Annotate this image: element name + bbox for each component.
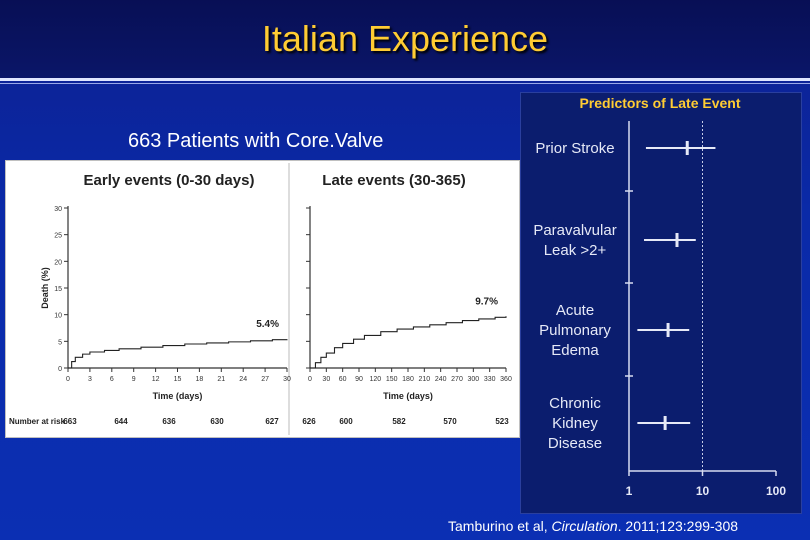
km-x-label: Time (days) (153, 391, 203, 401)
km-risk-value: 644 (114, 417, 128, 426)
forest-row-label: Kidney (552, 415, 598, 432)
km-risk-value: 600 (339, 417, 353, 426)
km-x-tick-label: 24 (239, 376, 247, 383)
forest-row-label: Edema (551, 342, 599, 359)
km-annotation: 9.7% (475, 296, 498, 307)
km-x-tick-label: 0 (66, 376, 70, 383)
forest-row-label: Paravalvular (533, 222, 616, 239)
km-risk-value: 523 (495, 417, 509, 426)
km-y-tick-label: 30 (54, 206, 62, 213)
km-x-tick-label: 120 (369, 376, 381, 383)
km-x-tick-label: 0 (308, 376, 312, 383)
km-y-tick-label: 5 (58, 339, 62, 346)
km-x-tick-label: 30 (322, 376, 330, 383)
km-annotation: 5.4% (256, 319, 279, 330)
km-risk-value: 582 (392, 417, 406, 426)
forest-x-tick-label: 10 (696, 484, 710, 498)
title-divider (0, 78, 810, 81)
km-y-tick-label: 25 (54, 233, 62, 240)
km-x-tick-label: 27 (261, 376, 269, 383)
forest-plot: Predictors of Late Event 1 10 100 Prior Stro… (533, 95, 786, 498)
km-x-tick-label: 300 (467, 376, 479, 383)
km-x-tick-label: 6 (110, 376, 114, 383)
slide-title: Italian Experience (261, 18, 549, 59)
km-risk-value: 570 (443, 417, 457, 426)
km-x-tick-label: 210 (418, 376, 430, 383)
citation-journal: Circulation (551, 518, 618, 534)
km-curve (310, 316, 507, 369)
km-y-tick-label: 0 (58, 366, 62, 373)
forest-plot-panel: Predictors of Late Event 1 10 100 Prior Stro… (520, 92, 802, 514)
km-risk-value: 626 (302, 417, 316, 426)
title-bar (0, 0, 810, 78)
km-x-tick-label: 30 (283, 376, 291, 383)
km-title: Late events (30-365) (322, 172, 465, 189)
forest-x-tick-label: 100 (766, 484, 786, 498)
forest-row-label: Acute (556, 302, 594, 319)
km-x-tick-label: 9 (132, 376, 136, 383)
forest-x-tick-label: 1 (626, 484, 633, 498)
km-x-tick-label: 21 (217, 376, 225, 383)
citation-rest: . 2011;123:299-308 (617, 518, 739, 534)
forest-row-label: Chronic (549, 395, 601, 412)
km-curve (68, 339, 288, 369)
km-x-tick-label: 180 (402, 376, 414, 383)
km-title: Early events (0-30 days) (84, 172, 255, 189)
km-y-tick-label: 15 (54, 286, 62, 293)
km-x-tick-label: 240 (435, 376, 447, 383)
km-risk-value: 630 (210, 417, 224, 426)
kaplan-meier-panel: Early events (0-30 days) 0 5 10 15 20 25 30 0 3 6 9… (5, 160, 520, 438)
km-x-tick-label: 90 (355, 376, 363, 383)
forest-row-label: Pulmonary (539, 322, 611, 339)
km-risk-value: 663 (63, 417, 77, 426)
km-x-tick-label: 12 (152, 376, 160, 383)
km-y-label: Death (%) (40, 267, 50, 309)
km-x-tick-label: 270 (451, 376, 463, 383)
forest-row-label: Leak >2+ (544, 242, 607, 259)
km-x-tick-label: 150 (386, 376, 398, 383)
forest-row-label: Prior Stroke (535, 140, 614, 157)
km-x-tick-label: 60 (339, 376, 347, 383)
citation: Tamburino et al, Circulation. 2011;123:2… (448, 518, 738, 534)
km-risk-label: Number at risk (9, 417, 66, 426)
title-divider-thin (0, 83, 810, 84)
km-risk-value: 627 (265, 417, 279, 426)
forest-title: Predictors of Late Event (579, 95, 740, 111)
slide-subtitle: 663 Patients with Core.Valve (128, 130, 384, 152)
km-x-label: Time (days) (383, 391, 433, 401)
km-y-tick-label: 20 (54, 259, 62, 266)
km-x-tick-label: 3 (88, 376, 92, 383)
km-x-tick-label: 18 (196, 376, 204, 383)
km-risk-value: 636 (162, 417, 176, 426)
km-y-tick-label: 10 (54, 313, 62, 320)
citation-author: Tamburino et al, (448, 518, 552, 534)
forest-row-label: Disease (548, 435, 602, 452)
km-x-tick-label: 330 (484, 376, 496, 383)
km-x-tick-label: 360 (500, 376, 512, 383)
km-x-tick-label: 15 (174, 376, 182, 383)
